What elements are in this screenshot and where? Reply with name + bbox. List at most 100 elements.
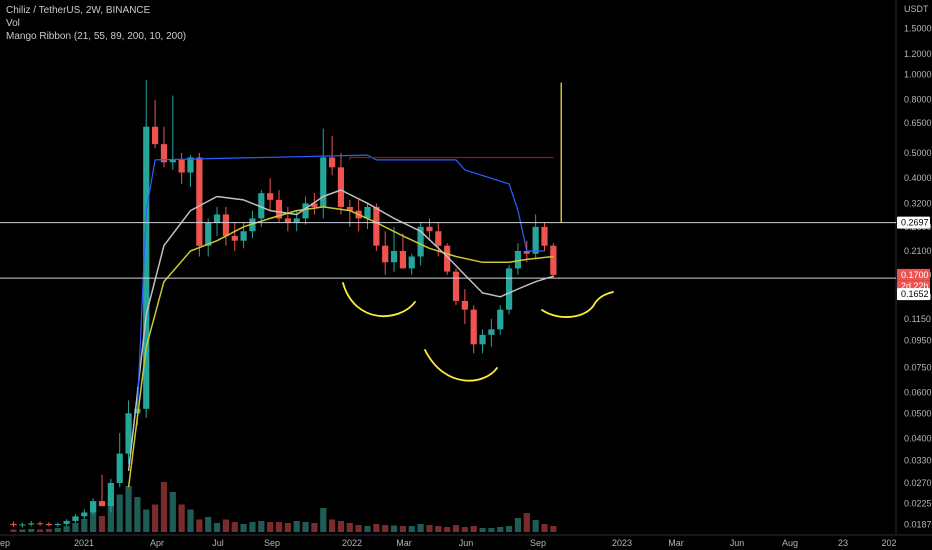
right-shoulder-curve[interactable] (541, 291, 614, 318)
time-tick-label: Aug (782, 538, 798, 548)
price-tick-label: 0.0400 (904, 434, 932, 444)
volume-bar (479, 528, 486, 532)
price-tick-label: 0.0950 (904, 336, 932, 346)
volume-bar (107, 504, 114, 532)
candle-body[interactable] (213, 214, 221, 223)
candle-body[interactable] (240, 231, 247, 241)
candle-body[interactable] (382, 245, 389, 263)
candle-body[interactable] (461, 300, 468, 310)
candle-body[interactable] (373, 206, 380, 246)
candle-body[interactable] (63, 520, 70, 524)
candle-body[interactable] (470, 309, 477, 345)
candle-body[interactable] (178, 159, 185, 173)
price-tick-label: 1.2000 (904, 49, 932, 59)
candle-body[interactable] (506, 268, 513, 310)
candle-body[interactable] (550, 245, 557, 275)
volume-bar (178, 504, 185, 532)
candle-body[interactable] (311, 203, 318, 207)
candle-body[interactable] (98, 501, 106, 507)
line-price-badge-bottom (897, 288, 930, 301)
candle-body[interactable] (107, 482, 114, 507)
candle-body[interactable] (36, 523, 44, 525)
left-shoulder-curve[interactable] (342, 282, 416, 318)
candle-body[interactable] (329, 157, 336, 168)
candle-body[interactable] (364, 206, 371, 219)
symbol-label[interactable]: Chiliz / TetherUS, 2W, BINANCE (6, 5, 151, 16)
candle-body[interactable] (284, 218, 291, 223)
candle-body[interactable] (320, 157, 327, 207)
volume-bar (329, 519, 336, 532)
volume-bar (523, 513, 530, 532)
candle-body[interactable] (293, 218, 300, 223)
candle-body[interactable] (267, 193, 274, 200)
mango-ribbon-indicator-label[interactable]: Mango Ribbon (21, 55, 89, 200, 10, 200) (6, 31, 187, 42)
candle-body[interactable] (275, 199, 283, 219)
candle-body[interactable] (435, 231, 442, 246)
candle-body[interactable] (541, 226, 548, 246)
candle-body[interactable] (488, 329, 495, 335)
candle-body[interactable] (426, 226, 433, 232)
candle-body[interactable] (231, 235, 238, 241)
candle-body[interactable] (258, 193, 265, 219)
candle-body[interactable] (116, 453, 123, 483)
candle-body[interactable] (399, 250, 406, 269)
volume-bar (364, 526, 371, 532)
candle-body[interactable] (417, 226, 424, 257)
time-tick-label: 2022 (342, 538, 362, 548)
candle-body[interactable] (134, 408, 141, 414)
time-tick-label: 23 (838, 538, 848, 548)
volume-bar (293, 521, 300, 532)
candle-body[interactable] (452, 271, 460, 301)
candle-body[interactable] (10, 523, 17, 526)
candle-body[interactable] (81, 512, 88, 517)
volume-bar (337, 521, 345, 532)
volume-bar (36, 529, 44, 532)
candle-body[interactable] (187, 157, 194, 173)
candle-body[interactable] (160, 144, 168, 163)
candle-body[interactable] (532, 226, 539, 254)
volume-bar (497, 527, 504, 532)
volume-bar (355, 525, 362, 532)
candle-body[interactable] (72, 516, 79, 521)
candle-body[interactable] (143, 126, 150, 409)
candle-body[interactable] (45, 523, 52, 526)
candle-body[interactable] (390, 250, 398, 263)
time-tick-label: Jun (730, 538, 745, 548)
candle-body[interactable] (479, 334, 486, 345)
candle-body[interactable] (346, 206, 353, 211)
price-tick-label: 0.2100 (904, 246, 932, 256)
candle-body[interactable] (249, 218, 256, 232)
head-curve[interactable] (424, 349, 498, 382)
candle-body[interactable] (337, 167, 345, 207)
candle-body[interactable] (302, 203, 309, 219)
volume-bar (231, 522, 238, 532)
candle-body[interactable] (514, 250, 522, 269)
candle-body[interactable] (152, 126, 159, 145)
candle-body[interactable] (497, 309, 504, 330)
volume-bar (541, 524, 548, 532)
candle-body[interactable] (523, 250, 530, 254)
volume-bar (10, 529, 17, 532)
time-tick-label: Mar (396, 538, 412, 548)
candle-body[interactable] (169, 159, 176, 163)
volume-bar (408, 526, 415, 532)
volume-bar (514, 518, 522, 532)
volume-bar (444, 527, 451, 532)
volume-bar (532, 520, 539, 532)
candle-body[interactable] (222, 214, 229, 236)
volume-bar (320, 508, 327, 532)
volume-bar (382, 525, 389, 532)
candle-body[interactable] (90, 501, 97, 513)
volume-bar (160, 482, 168, 532)
candle-body[interactable] (125, 413, 132, 454)
candle-body[interactable] (54, 523, 61, 526)
candle-body[interactable] (205, 222, 212, 246)
candle-body[interactable] (444, 245, 451, 272)
volume-bar (426, 525, 433, 532)
candle-body[interactable] (408, 256, 415, 269)
candle-body[interactable] (19, 524, 26, 526)
candle-body[interactable] (28, 523, 35, 525)
candle-body[interactable] (196, 157, 203, 246)
volume-indicator-label[interactable]: Vol (6, 18, 20, 29)
